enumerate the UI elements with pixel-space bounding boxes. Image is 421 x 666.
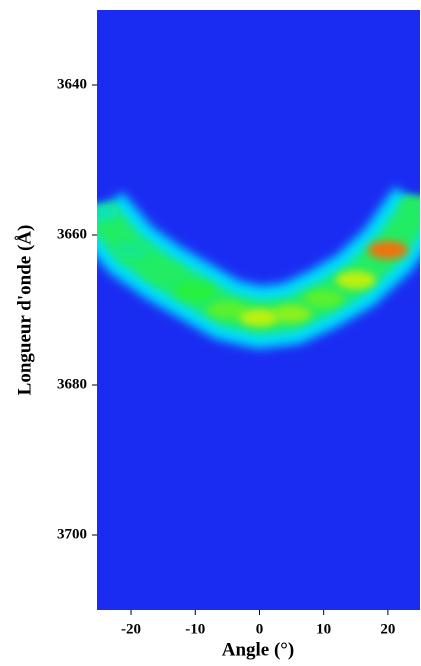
intensity-cell [111, 241, 152, 259]
y-tick-label: 3640 [57, 76, 87, 92]
intensity-cell [97, 203, 119, 222]
intensity-cell [367, 241, 408, 259]
intensity-cell [335, 271, 376, 289]
x-tick-label: -10 [185, 621, 205, 637]
y-tick-label: 3700 [57, 526, 87, 542]
y-tick-label: 3660 [57, 226, 87, 242]
x-tick-label: -20 [121, 621, 141, 637]
intensity-cell [239, 308, 280, 327]
intensity-cell [207, 301, 248, 319]
intensity-cell [175, 282, 216, 301]
intensity-cell [400, 196, 420, 214]
x-tick-label: 0 [256, 621, 264, 637]
intensity-cell [303, 289, 344, 308]
intensity-cell [271, 304, 312, 323]
heatmap [97, 186, 420, 349]
x-tick-label: 10 [316, 621, 331, 637]
x-tick-label: 20 [380, 621, 395, 637]
intensity-cell [143, 263, 184, 282]
x-axis-label: Angle (°) [222, 639, 295, 660]
y-tick-label: 3680 [57, 376, 87, 392]
y-axis-label: Longueur d'onde (Å) [14, 225, 35, 396]
